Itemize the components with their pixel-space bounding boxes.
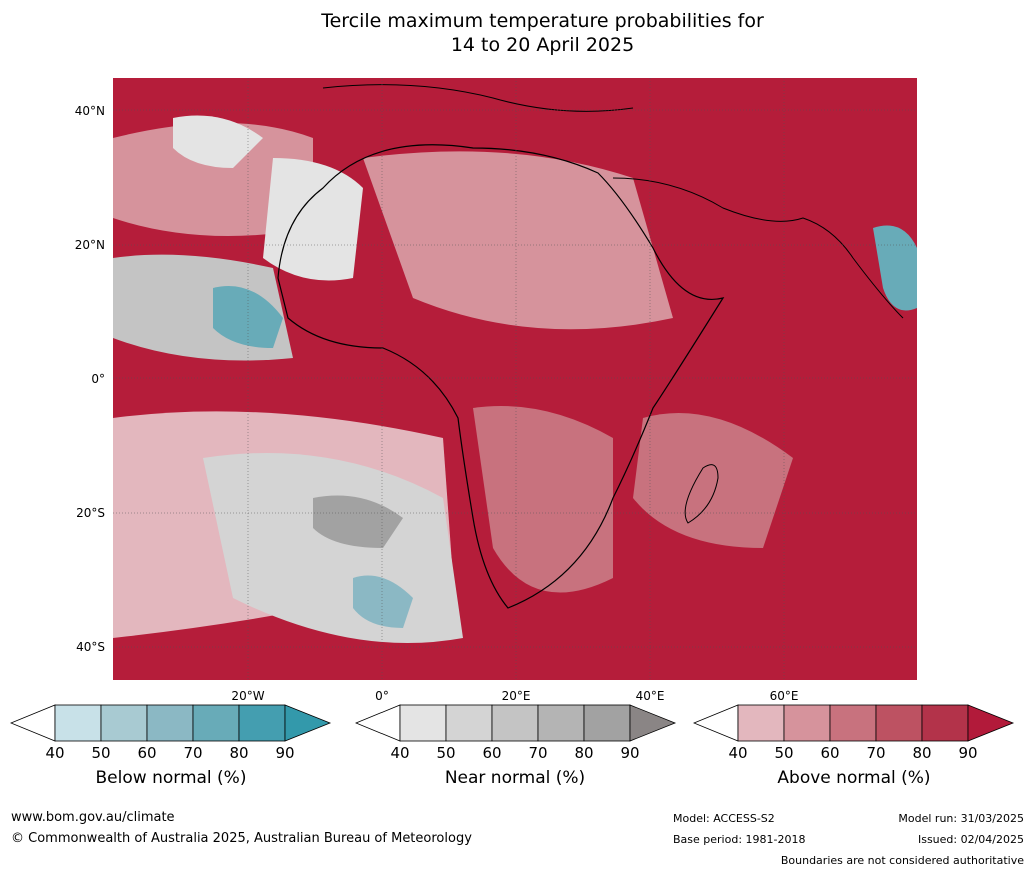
colorbar-segment xyxy=(829,704,877,742)
colorbar-left-extend xyxy=(693,704,739,742)
colorbar-segment xyxy=(100,704,148,742)
base-period: Base period: 1981-2018 xyxy=(673,833,806,846)
map-title-line1: Tercile maximum temperature probabilitie… xyxy=(321,10,764,32)
lat-label-40n: 40°N xyxy=(74,104,105,118)
colorbar-segment xyxy=(537,704,585,742)
grey-region xyxy=(173,115,263,168)
colorbar-right-extend xyxy=(967,704,1015,742)
colorbar-tick-label: 70 xyxy=(528,744,548,762)
issued-date: Issued: 02/04/2025 xyxy=(917,833,1024,846)
colorbar-segment xyxy=(737,704,785,742)
colorbar-segment xyxy=(238,704,286,742)
colorbar-tick-label: 80 xyxy=(229,744,249,762)
disclaimer: Boundaries are not considered authoritat… xyxy=(780,854,1024,867)
coastline xyxy=(322,84,634,112)
lon-label-60e: 60°E xyxy=(769,689,799,703)
colorbar-title-above: Above normal (%) xyxy=(777,768,931,788)
map-canvas xyxy=(113,78,917,680)
colorbar-tick-label: 70 xyxy=(183,744,203,762)
colorbar-tick-label: 60 xyxy=(137,744,157,762)
colorbar-tick-label: 90 xyxy=(275,744,295,762)
lon-label-0: 0° xyxy=(375,689,389,703)
colorbar-left-extend xyxy=(355,704,401,742)
colorbar-tick-label: 80 xyxy=(912,744,932,762)
lon-label-20e: 20°E xyxy=(501,689,531,703)
colorbar-title-near: Near normal (%) xyxy=(444,768,586,788)
colorbar-segment xyxy=(192,704,240,742)
colorbar-above-normal xyxy=(693,704,1015,742)
colorbar-tick-label: 40 xyxy=(45,744,65,762)
colorbar-tick-label: 50 xyxy=(774,744,794,762)
lon-label-40e: 40°E xyxy=(635,689,665,703)
colorbar-tick-label: 60 xyxy=(820,744,840,762)
colorbar-near-normal xyxy=(355,704,677,742)
colorbar-tick-label: 80 xyxy=(574,744,594,762)
probability-map xyxy=(113,78,917,680)
colorbar-segment xyxy=(445,704,493,742)
colorbar-below-normal xyxy=(10,704,332,742)
colorbar-segment xyxy=(783,704,831,742)
colorbar-segment xyxy=(491,704,539,742)
blue-region xyxy=(213,286,283,348)
blue-region xyxy=(873,225,917,311)
map-title-line2: 14 to 20 April 2025 xyxy=(450,34,635,56)
colorbar-right-extend xyxy=(284,704,332,742)
coastline xyxy=(612,177,904,319)
colorbar-tick-label: 50 xyxy=(91,744,111,762)
colorbar-left-extend xyxy=(10,704,56,742)
coastline xyxy=(684,464,719,524)
colorbar-segment xyxy=(146,704,194,742)
model-name: Model: ACCESS-S2 xyxy=(673,812,775,825)
colorbar-tick-label: 40 xyxy=(728,744,748,762)
colorbar-segment xyxy=(399,704,447,742)
grey-region xyxy=(263,158,363,281)
colorbar-right-extend xyxy=(629,704,677,742)
pale-region xyxy=(363,151,673,330)
model-run-date: Model run: 31/03/2025 xyxy=(898,812,1024,825)
copyright-text: © Commonwealth of Australia 2025, Austra… xyxy=(11,831,472,846)
colorbar-tick-label: 40 xyxy=(390,744,410,762)
website-link[interactable]: www.bom.gov.au/climate xyxy=(11,810,175,825)
colorbar-tick-label: 50 xyxy=(436,744,456,762)
lat-label-0: 0° xyxy=(91,372,105,386)
lon-label-20w: 20°W xyxy=(231,689,265,703)
colorbar-tick-label: 90 xyxy=(620,744,640,762)
pale-region xyxy=(473,406,613,593)
colorbar-tick-label: 90 xyxy=(958,744,978,762)
blue-region xyxy=(353,575,413,628)
colorbar-tick-label: 60 xyxy=(482,744,502,762)
colorbar-segment xyxy=(54,704,102,742)
colorbar-tick-label: 70 xyxy=(866,744,886,762)
lat-label-20s: 20°S xyxy=(76,506,105,520)
lat-label-40s: 40°S xyxy=(76,640,105,654)
colorbar-segment xyxy=(583,704,631,742)
pale-region xyxy=(113,123,313,236)
colorbar-segment xyxy=(875,704,923,742)
grey-region xyxy=(313,495,403,548)
colorbar-segment xyxy=(921,704,969,742)
coastline xyxy=(277,144,725,609)
pale-region xyxy=(633,413,793,548)
graticule xyxy=(113,78,917,680)
lat-label-20n: 20°N xyxy=(74,238,105,252)
colorbar-title-below: Below normal (%) xyxy=(95,768,247,788)
